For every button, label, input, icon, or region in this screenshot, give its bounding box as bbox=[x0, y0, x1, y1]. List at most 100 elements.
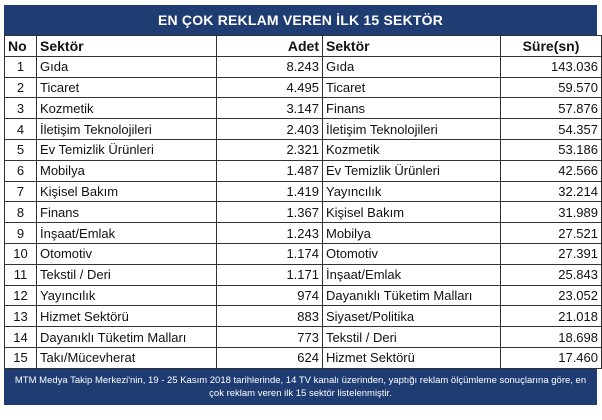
ad-count: 4.495 bbox=[216, 76, 323, 99]
sector-by-duration: Kozmetik bbox=[322, 138, 501, 161]
row-number: 13 bbox=[4, 305, 37, 328]
ad-count: 773 bbox=[216, 326, 323, 348]
sector-by-count: Dayanıklı Tüketim Malları bbox=[36, 326, 217, 348]
ad-count: 1.487 bbox=[216, 159, 323, 182]
sector-by-count: Gıda bbox=[36, 55, 217, 78]
sector-by-count: Hizmet Sektörü bbox=[36, 305, 217, 328]
table-row: 8 Finans 1.367 Kişisel Bakım 31.989 bbox=[4, 201, 602, 224]
row-number: 1 bbox=[4, 55, 37, 78]
table-row: 14 Dayanıklı Tüketim Malları 773 Tekstil / … bbox=[4, 326, 602, 348]
row-number: 14 bbox=[4, 326, 37, 348]
duration-seconds: 21.018 bbox=[500, 305, 602, 328]
row-number: 9 bbox=[4, 222, 37, 244]
duration-seconds: 17.460 bbox=[500, 346, 602, 369]
sector-by-count: Mobilya bbox=[36, 159, 217, 182]
duration-seconds: 59.570 bbox=[500, 76, 602, 99]
row-number: 12 bbox=[4, 284, 37, 307]
table-row: 10 Otomotiv 1.174 Otomotiv 27.391 bbox=[4, 242, 602, 265]
sector-by-duration: Tekstil / Deri bbox=[322, 326, 501, 348]
table-row: 9 İnşaat/Emlak 1.243 Mobilya 27.521 bbox=[4, 222, 602, 244]
ad-count: 3.147 bbox=[216, 97, 323, 120]
sector-by-count: Tekstil / Deri bbox=[36, 263, 217, 286]
ad-count: 1.243 bbox=[216, 222, 323, 244]
col-header-duration: Süre(sn) bbox=[500, 35, 602, 57]
sector-by-count: İletişim Teknolojileri bbox=[36, 118, 217, 140]
duration-seconds: 23.052 bbox=[500, 284, 602, 307]
row-number: 3 bbox=[4, 97, 37, 120]
row-number: 6 bbox=[4, 159, 37, 182]
duration-seconds: 31.989 bbox=[500, 201, 602, 224]
sector-by-count: Kişisel Bakım bbox=[36, 180, 217, 203]
sector-by-count: Kozmetik bbox=[36, 97, 217, 120]
table-row: 11 Tekstil / Deri 1.171 İnşaat/Emlak 25.843 bbox=[4, 263, 602, 286]
sector-by-count: Ev Temizlik Ürünleri bbox=[36, 138, 217, 161]
duration-seconds: 25.843 bbox=[500, 263, 602, 286]
sector-by-duration: Mobilya bbox=[322, 222, 501, 244]
table-row: 12 Yayıncılık 974 Dayanıklı Tüketim Malları… bbox=[4, 284, 602, 307]
sector-by-duration: Gıda bbox=[322, 55, 501, 78]
sector-by-duration: Ticaret bbox=[322, 76, 501, 99]
table-row: 13 Hizmet Sektörü 883 Siyaset/Politika 21.01… bbox=[4, 305, 602, 328]
duration-seconds: 18.698 bbox=[500, 326, 602, 348]
sector-by-count: İnşaat/Emlak bbox=[36, 222, 217, 244]
sector-by-duration: Siyaset/Politika bbox=[322, 305, 501, 328]
sector-by-duration: Finans bbox=[322, 97, 501, 120]
duration-seconds: 57.876 bbox=[500, 97, 602, 120]
sector-by-count: Takı/Mücevherat bbox=[36, 346, 217, 369]
sector-by-duration: İletişim Teknolojileri bbox=[322, 118, 501, 140]
row-number: 7 bbox=[4, 180, 37, 203]
row-number: 2 bbox=[4, 76, 37, 99]
sector-by-duration: İnşaat/Emlak bbox=[322, 263, 501, 286]
row-number: 4 bbox=[4, 118, 37, 140]
sector-by-duration: Otomotiv bbox=[322, 242, 501, 265]
table-row: 6 Mobilya 1.487 Ev Temizlik Ürünleri 42.566 bbox=[4, 159, 602, 182]
duration-seconds: 143.036 bbox=[500, 55, 602, 78]
row-number: 5 bbox=[4, 138, 37, 161]
sector-by-count: Finans bbox=[36, 201, 217, 224]
source-footnote: MTM Medya Takip Merkezi'nin, 19 - 25 Kas… bbox=[4, 368, 597, 405]
ad-count: 883 bbox=[216, 305, 323, 328]
table-row: 3 Kozmetik 3.147 Finans 57.876 bbox=[4, 97, 602, 120]
ad-count: 974 bbox=[216, 284, 323, 307]
duration-seconds: 27.391 bbox=[500, 242, 602, 265]
table-row: 2 Ticaret 4.495 Ticaret 59.570 bbox=[4, 76, 602, 99]
table-row: 5 Ev Temizlik Ürünleri 2.321 Kozmetik 53.186 bbox=[4, 138, 602, 161]
ad-count: 1.171 bbox=[216, 263, 323, 286]
row-number: 15 bbox=[4, 346, 37, 369]
ad-count: 624 bbox=[216, 346, 323, 369]
col-header-sector-2: Sektör bbox=[322, 35, 501, 57]
col-header-sector-1: Sektör bbox=[36, 35, 217, 57]
table-row: 4 İletişim Teknolojileri 2.403 İletişim Tek… bbox=[4, 118, 602, 140]
header-row: No Sektör Adet Sektör Süre(sn) bbox=[4, 35, 602, 57]
sector-by-duration: Kişisel Bakım bbox=[322, 201, 501, 224]
row-number: 8 bbox=[4, 201, 37, 224]
row-number: 11 bbox=[4, 263, 37, 286]
duration-seconds: 53.186 bbox=[500, 138, 602, 161]
sector-by-count: Otomotiv bbox=[36, 242, 217, 265]
report-table-panel: EN ÇOK REKLAM VEREN İLK 15 SEKTÖR No Sek… bbox=[2, 3, 602, 416]
ad-count: 1.174 bbox=[216, 242, 323, 265]
sector-by-duration: Dayanıklı Tüketim Malları bbox=[322, 284, 501, 307]
col-header-count: Adet bbox=[216, 35, 323, 57]
table-row: 7 Kişisel Bakım 1.419 Yayıncılık 32.214 bbox=[4, 180, 602, 203]
sector-by-count: Ticaret bbox=[36, 76, 217, 99]
duration-seconds: 54.357 bbox=[500, 118, 602, 140]
table-row: 15 Takı/Mücevherat 624 Hizmet Sektörü 17.460 bbox=[4, 346, 602, 369]
sector-by-duration: Hizmet Sektörü bbox=[322, 346, 501, 369]
ad-count: 1.419 bbox=[216, 180, 323, 203]
ad-count: 2.403 bbox=[216, 118, 323, 140]
sector-by-duration: Ev Temizlik Ürünleri bbox=[322, 159, 501, 182]
ad-count: 2.321 bbox=[216, 138, 323, 161]
ad-count: 1.367 bbox=[216, 201, 323, 224]
duration-seconds: 27.521 bbox=[500, 222, 602, 244]
table-row: 1 Gıda 8.243 Gıda 143.036 bbox=[4, 55, 602, 78]
ad-count: 8.243 bbox=[216, 55, 323, 78]
table-title: EN ÇOK REKLAM VEREN İLK 15 SEKTÖR bbox=[4, 5, 597, 35]
sector-by-count: Yayıncılık bbox=[36, 284, 217, 307]
row-number: 10 bbox=[4, 242, 37, 265]
duration-seconds: 32.214 bbox=[500, 180, 602, 203]
duration-seconds: 42.566 bbox=[500, 159, 602, 182]
sector-by-duration: Yayıncılık bbox=[322, 180, 501, 203]
col-header-no: No bbox=[4, 35, 37, 57]
sector-ranking-table: No Sektör Adet Sektör Süre(sn) 1 Gıda 8.24… bbox=[4, 35, 602, 369]
